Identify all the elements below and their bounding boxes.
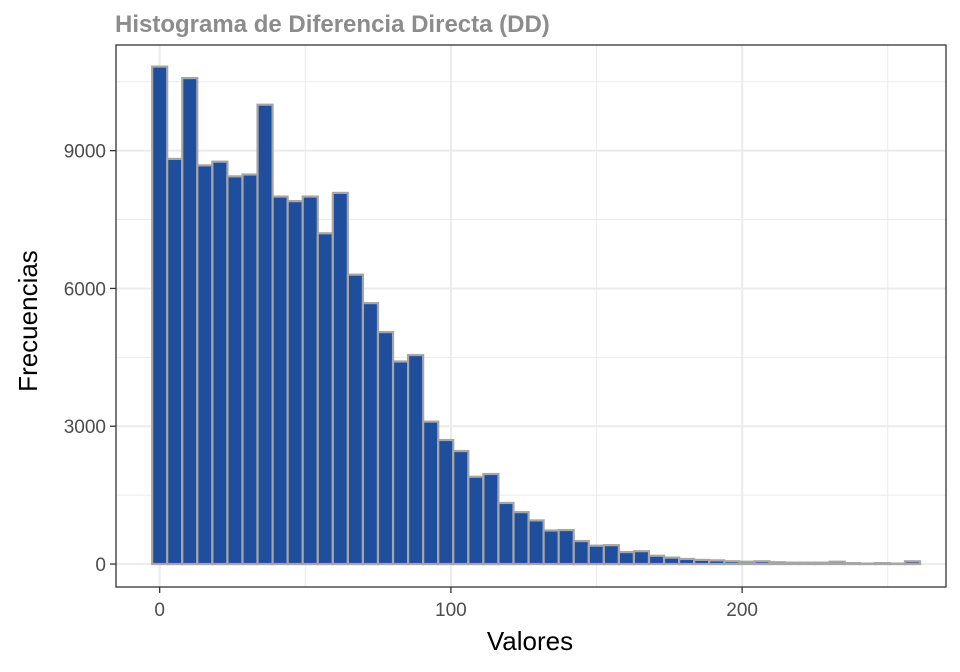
- histogram-bar: [678, 557, 696, 566]
- histogram-bar: [858, 562, 876, 566]
- histogram-bar: [587, 544, 605, 566]
- bars: [151, 65, 922, 566]
- y-tick-label: 6000: [64, 279, 106, 300]
- histogram-bar: [873, 562, 892, 566]
- x-tick-label: 0: [154, 600, 165, 621]
- histogram-bar: [617, 550, 636, 566]
- x-axis-title: Valores: [487, 626, 573, 656]
- histogram-bar: [437, 438, 455, 566]
- histogram-bar: [572, 539, 590, 566]
- histogram-bar: [241, 173, 259, 566]
- chart-title: Histograma de Diferencia Directa (DD): [115, 11, 550, 38]
- histogram-bar: [391, 360, 410, 566]
- x-axis: 0 100 200: [154, 587, 758, 621]
- histogram-bar: [542, 529, 560, 566]
- histogram-bar: [256, 103, 274, 566]
- histogram-bar: [331, 191, 349, 566]
- histogram-bar: [723, 560, 741, 566]
- histogram-bar: [888, 562, 907, 566]
- histogram-bar: [557, 528, 575, 566]
- histogram-bar: [768, 561, 786, 566]
- histogram-bar: [301, 195, 319, 566]
- histogram-bar: [452, 449, 470, 566]
- histogram-bar: [497, 501, 515, 566]
- histogram-bar: [196, 164, 214, 566]
- histogram-bar: [783, 561, 801, 566]
- histogram-bar: [813, 561, 831, 566]
- x-tick-label: 200: [726, 600, 758, 621]
- histogram-bar: [467, 475, 485, 566]
- y-tick-label: 3000: [64, 417, 106, 438]
- histogram-bar: [286, 200, 304, 566]
- y-axis: 0 3000 6000 9000: [64, 142, 116, 576]
- histogram-bar: [647, 554, 666, 566]
- histogram-bar: [798, 561, 816, 566]
- histogram-bar: [407, 353, 425, 566]
- histogram-bar: [271, 195, 289, 566]
- histogram-bar: [843, 562, 861, 566]
- histogram-bar: [602, 544, 620, 566]
- histogram-bar: [376, 330, 395, 566]
- histogram-bar: [632, 550, 651, 566]
- histogram-bar: [422, 420, 440, 566]
- histogram-bar: [708, 559, 726, 566]
- histogram-bar: [346, 273, 365, 566]
- histogram-bar: [662, 556, 681, 566]
- histogram-bar: [361, 302, 380, 566]
- panel-border: [115, 44, 947, 588]
- y-axis-title: Frecuencias: [13, 250, 43, 392]
- histogram-bar: [693, 558, 711, 566]
- histogram-bar: [211, 160, 229, 566]
- histogram-bar: [527, 519, 545, 566]
- histogram-bar: [512, 511, 530, 566]
- histogram-bar: [226, 175, 244, 566]
- y-tick-label: 0: [95, 555, 106, 576]
- histogram-bar: [166, 157, 184, 566]
- histogram-bar: [482, 472, 500, 566]
- histogram-bar: [903, 560, 922, 566]
- histogram-bar: [828, 560, 846, 566]
- x-tick-label: 100: [435, 600, 467, 621]
- histogram-bar: [738, 560, 756, 566]
- histogram-bar: [753, 560, 771, 566]
- histogram-bar: [181, 76, 199, 566]
- y-tick-label: 9000: [64, 142, 106, 163]
- histogram-bar: [151, 65, 169, 566]
- histogram-bar: [316, 232, 334, 566]
